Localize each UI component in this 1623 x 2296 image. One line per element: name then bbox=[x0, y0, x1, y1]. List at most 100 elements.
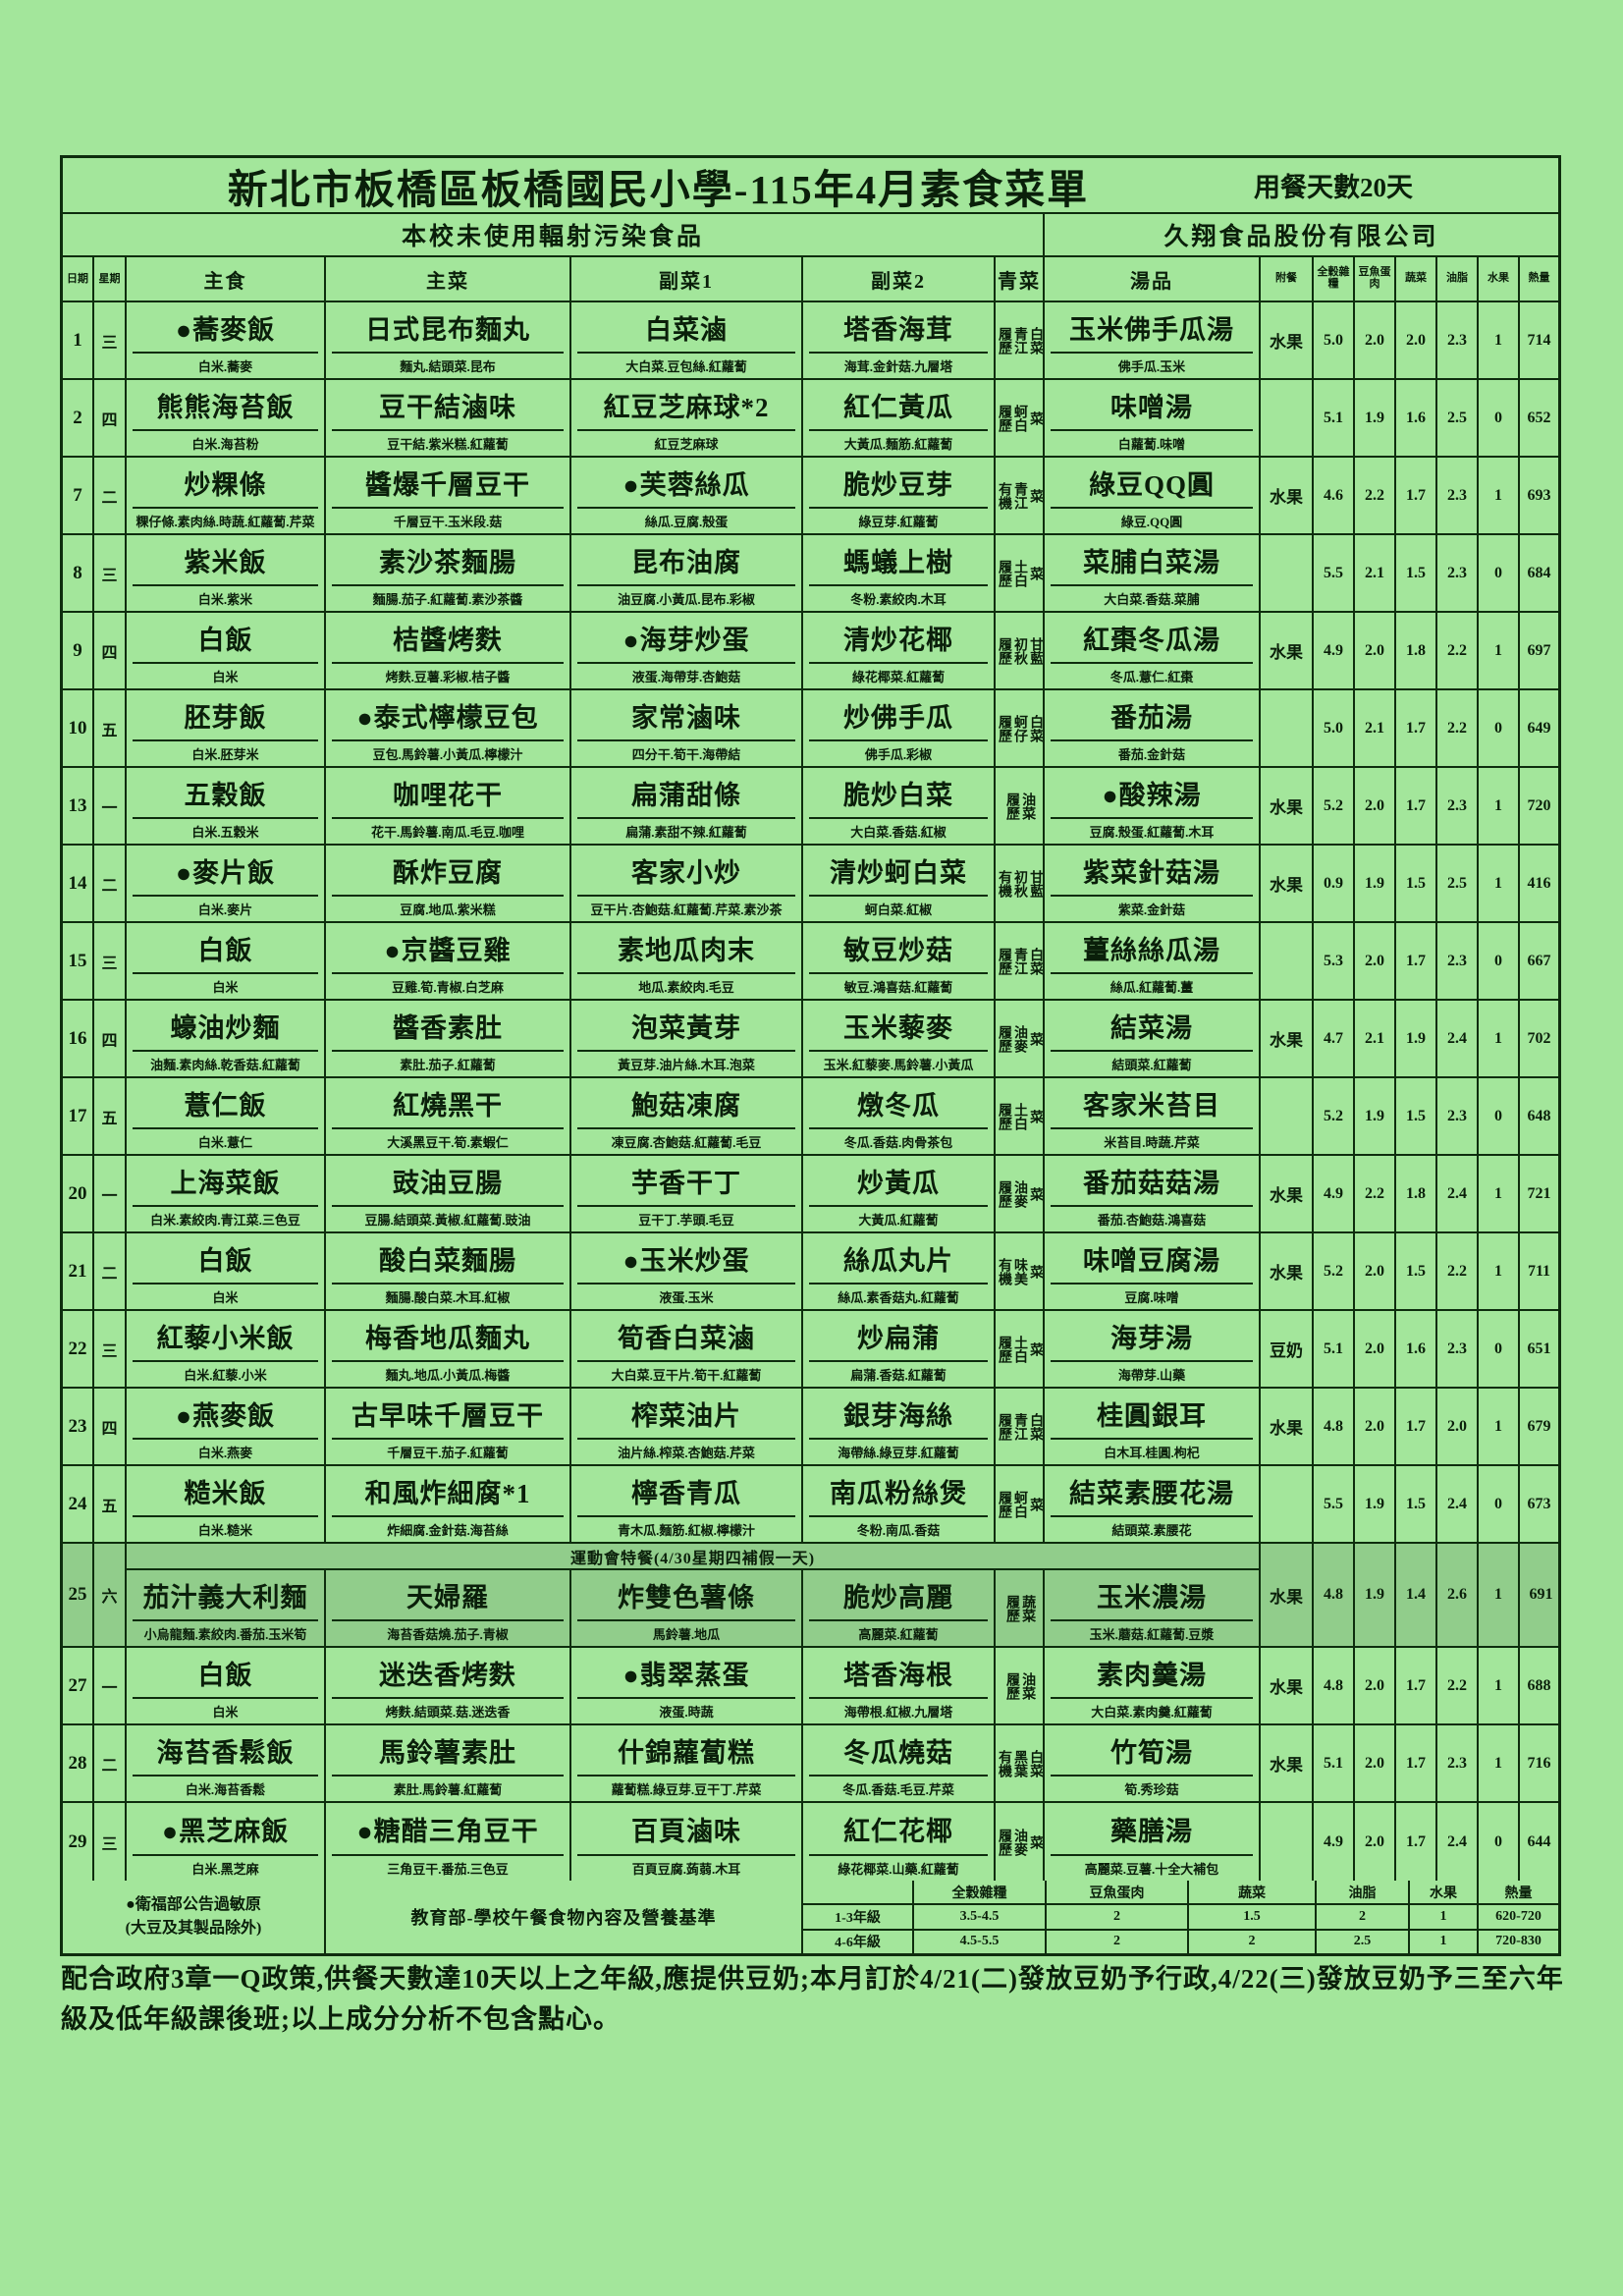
nutrition-value-cell: 2.0 bbox=[1355, 1233, 1396, 1309]
nutrition-value-cell: 0 bbox=[1479, 380, 1520, 456]
side2-cell-name: 塔香海茸 bbox=[843, 314, 953, 345]
nutrition-value-cell: 2.0 bbox=[1355, 1725, 1396, 1801]
side2-cell: 炒佛手瓜 佛手瓜.彩椒 bbox=[803, 690, 996, 766]
extra-cell: 水果 bbox=[1261, 1544, 1314, 1646]
nutrition-value-cell: 2.2 bbox=[1355, 1156, 1396, 1231]
nutrition-value-cell: 5.2 bbox=[1314, 1233, 1355, 1309]
extra-cell: 水果 bbox=[1261, 302, 1314, 378]
menu-row: 16 四蠔油炒麵 油麵.素肉絲.乾香菇.紅蘿蔔 醬香素肚 素肚.茄子.紅蘿蔔 泡菜黃芽 黃豆… bbox=[63, 1001, 1558, 1078]
side1-cell-ingredients: 紅豆芝麻球 bbox=[577, 429, 795, 456]
side1-cell: 百頁滷味 百頁豆腐.蒟蒻.木耳 bbox=[571, 1803, 803, 1881]
nutrition-value-cell: 1.4 bbox=[1396, 1544, 1437, 1646]
side2-cell-ingredients: 高麗菜.紅蘿蔔 bbox=[809, 1619, 988, 1646]
weekday-cell: 二 bbox=[94, 1725, 127, 1801]
main-dish-cell-name: 熊熊海苔飯 bbox=[156, 392, 295, 422]
entree-cell: 和風炸細腐*1 炸細腐.金針菇.海苔絲 bbox=[326, 1466, 571, 1542]
calories-cell: 688 bbox=[1527, 1676, 1551, 1694]
nutrition-value-cell: 1.7 bbox=[1396, 1648, 1437, 1723]
side2-cell: 清炒花椰 綠花椰菜.紅蘿蔔 bbox=[803, 613, 996, 688]
entree-cell-name: 素沙茶麵腸 bbox=[379, 547, 516, 577]
nutrition-value-cell: 2.2 bbox=[1437, 1233, 1479, 1309]
side2-cell: 螞蟻上樹 冬粉.素絞肉.木耳 bbox=[803, 535, 996, 611]
entree-cell: 醬香素肚 素肚.茄子.紅蘿蔔 bbox=[326, 1001, 571, 1076]
side2-cell-name: 螞蟻上樹 bbox=[843, 547, 953, 577]
vegetable-cell: 有機 黑葉 白菜 bbox=[996, 1725, 1045, 1801]
side1-cell: 素地瓜肉末 地瓜.素絞肉.毛豆 bbox=[571, 923, 803, 999]
soup-cell-name: 海芽湯 bbox=[1110, 1323, 1193, 1353]
side1-cell-ingredients: 絲瓜.豆腐.殼蛋 bbox=[577, 507, 795, 533]
main-dish-cell-name: 紫米飯 bbox=[184, 547, 267, 577]
side2-cell-ingredients: 海帶根.紅椒.九層塔 bbox=[809, 1697, 988, 1723]
column-header-n1: 豆魚蛋肉 bbox=[1355, 257, 1396, 301]
entree-cell-name: 和風炸細腐*1 bbox=[364, 1478, 531, 1508]
menu-row: 14 二 ●麥片飯 白米.麥片 酥炸豆腐 豆腐.地瓜.紫米糕 客家小炒 豆干片.杏鮑菇.紅蘿蔔… bbox=[63, 846, 1558, 923]
nutrition-standards-table: 全穀雜糧 豆魚蛋肉 蔬菜 油脂 水果 熱量 1-3年級 3.5-4.5 2 1.5 2 1 620-72… bbox=[803, 1881, 1558, 1953]
soup-cell: 素肉羹湯 大白菜.素肉羹.紅蘿蔔 bbox=[1045, 1648, 1261, 1723]
side1-cell: 芋香干丁 豆干丁.芋頭.毛豆 bbox=[571, 1156, 803, 1231]
main-dish-cell-name: 五穀飯 bbox=[184, 780, 267, 810]
vegetable-cell: 履歷 土白 菜 bbox=[996, 535, 1045, 611]
entree-cell-ingredients: 千層豆干.玉米段.菇 bbox=[332, 507, 564, 533]
weekday-cell: 五 bbox=[94, 1466, 127, 1542]
soup-cell-name: 紫菜針菇湯 bbox=[1083, 857, 1220, 888]
main-dish-cell-ingredients: 白米.紅藜.小米 bbox=[133, 1360, 318, 1387]
soup-cell-name: 客家米苔目 bbox=[1083, 1090, 1220, 1121]
extra-cell bbox=[1261, 380, 1314, 456]
main-dish-cell-ingredients: 白米.糙米 bbox=[133, 1515, 318, 1542]
side1-cell-name: 扁蒲甜條 bbox=[631, 780, 741, 810]
column-header-n2: 蔬菜 bbox=[1396, 257, 1437, 301]
vegetable-cell: 有機 味美 菜 bbox=[996, 1233, 1045, 1309]
soup-cell-ingredients: 大白菜.香菇.菜脯 bbox=[1051, 584, 1253, 611]
side1-cell-ingredients: 油片絲.榨菜.杏鮑菇.芹菜 bbox=[577, 1438, 795, 1464]
side1-cell-ingredients: 大白菜.豆干片.筍干.紅蘿蔔 bbox=[577, 1360, 795, 1387]
nutrition-value-cell: 2.1 bbox=[1355, 1001, 1396, 1076]
main-dish-cell-ingredients: 白米.素絞肉.青江菜.三色豆 bbox=[133, 1205, 318, 1231]
side2-cell: 塔香海茸 海茸.金針菇.九層塔 bbox=[803, 302, 996, 378]
side2-cell: 紅仁黃瓜 大黃瓜.麵筋.紅蘿蔔 bbox=[803, 380, 996, 456]
soup-cell: 藥膳湯 高麗菜.豆薯.十全大補包 bbox=[1045, 1803, 1261, 1881]
nutrition-value-cell: 2.4 bbox=[1437, 1466, 1479, 1542]
nutrition-value-cell: 0 bbox=[1479, 1078, 1520, 1154]
entree-cell: 醬爆千層豆干千層豆干.玉米段.菇 bbox=[326, 458, 571, 533]
nutrition-value-cell: 1 bbox=[1479, 1233, 1520, 1309]
column-header-weekday: 星期 bbox=[94, 257, 127, 301]
extra-cell bbox=[1261, 1078, 1314, 1154]
date-cell: 17 bbox=[63, 1078, 94, 1154]
main-dish-cell: 蠔油炒麵 油麵.素肉絲.乾香菇.紅蘿蔔 bbox=[127, 1001, 326, 1076]
entree-cell-ingredients: 千層豆干.茄子.紅蘿蔔 bbox=[332, 1438, 564, 1464]
side2-cell-name: 脆炒高麗 bbox=[843, 1582, 953, 1613]
policy-note: 配合政府3章一Q政策,供餐天數達10天以上之年級,應提供豆奶;本月訂於4/21(… bbox=[61, 1964, 1564, 2034]
nutrition-value-cell: 1.7 bbox=[1396, 1389, 1437, 1464]
subtitle-row: 本校未使用輻射污染食品 久翔食品股份有限公司 bbox=[63, 214, 1558, 257]
calories-cell: 667 bbox=[1527, 952, 1551, 969]
entree-cell-name: 馬鈴薯素肚 bbox=[379, 1737, 516, 1768]
vegetable-cell: 履歷 青江 白菜 bbox=[996, 302, 1045, 378]
entree-cell-name: 醬爆千層豆干 bbox=[365, 469, 530, 500]
soup-cell-ingredients: 結頭菜.紅蘿蔔 bbox=[1051, 1050, 1253, 1076]
page-title: 新北市板橋區板橋國民小學-115年4月素食菜單 bbox=[227, 166, 1090, 212]
nutrition-value-cell: 1 bbox=[1479, 768, 1520, 844]
extra-cell: 水果 bbox=[1261, 1156, 1314, 1231]
nutrition-value-cell: 2.0 bbox=[1355, 613, 1396, 688]
side1-cell-name: 百頁滷味 bbox=[631, 1816, 741, 1846]
side1-cell: 客家小炒 豆干片.杏鮑菇.紅蘿蔔.芹菜.素沙茶 bbox=[571, 846, 803, 921]
side1-cell-name: 什錦蘿蔔糕 bbox=[618, 1737, 755, 1768]
side2-cell: 敏豆炒菇 敏豆.鴻喜菇.紅蘿蔔 bbox=[803, 923, 996, 999]
weekday-cell: 二 bbox=[94, 846, 127, 921]
main-dish-cell: 上海菜飯 白米.素絞肉.青江菜.三色豆 bbox=[127, 1156, 326, 1231]
entree-cell-name: ●泰式檸檬豆包 bbox=[356, 702, 539, 733]
standards-row: ●衛福部公告過敏原 (大豆及其製品除外) 教育部-學校午餐食物內容及營養基準 全… bbox=[63, 1881, 1558, 1953]
side1-cell: 炸雙色薯條 馬鈴薯.地瓜 bbox=[571, 1570, 803, 1646]
main-dish-cell-ingredients: 白米 bbox=[133, 1697, 318, 1723]
side1-cell-name: ●芙蓉絲瓜 bbox=[622, 469, 750, 500]
standards-value-cell: 1 bbox=[1410, 1930, 1479, 1953]
side1-cell-name: 家常滷味 bbox=[631, 702, 741, 733]
nutrition-value-cell: 1.7 bbox=[1396, 690, 1437, 766]
entree-cell: 豉油豆腸 豆腸.結頭菜.黃椒.紅蘿蔔.豉油 bbox=[326, 1156, 571, 1231]
soup-cell-ingredients: 番茄.杏鮑菇.鴻喜菇 bbox=[1051, 1205, 1253, 1231]
date-cell: 9 bbox=[63, 613, 94, 688]
nutrition-value-cell: 1.6 bbox=[1396, 380, 1437, 456]
standards-value-cell: 620-720 bbox=[1495, 1908, 1542, 1924]
main-dish-cell-name: 蠔油炒麵 bbox=[170, 1012, 281, 1043]
extra-cell: 水果 bbox=[1261, 1233, 1314, 1309]
